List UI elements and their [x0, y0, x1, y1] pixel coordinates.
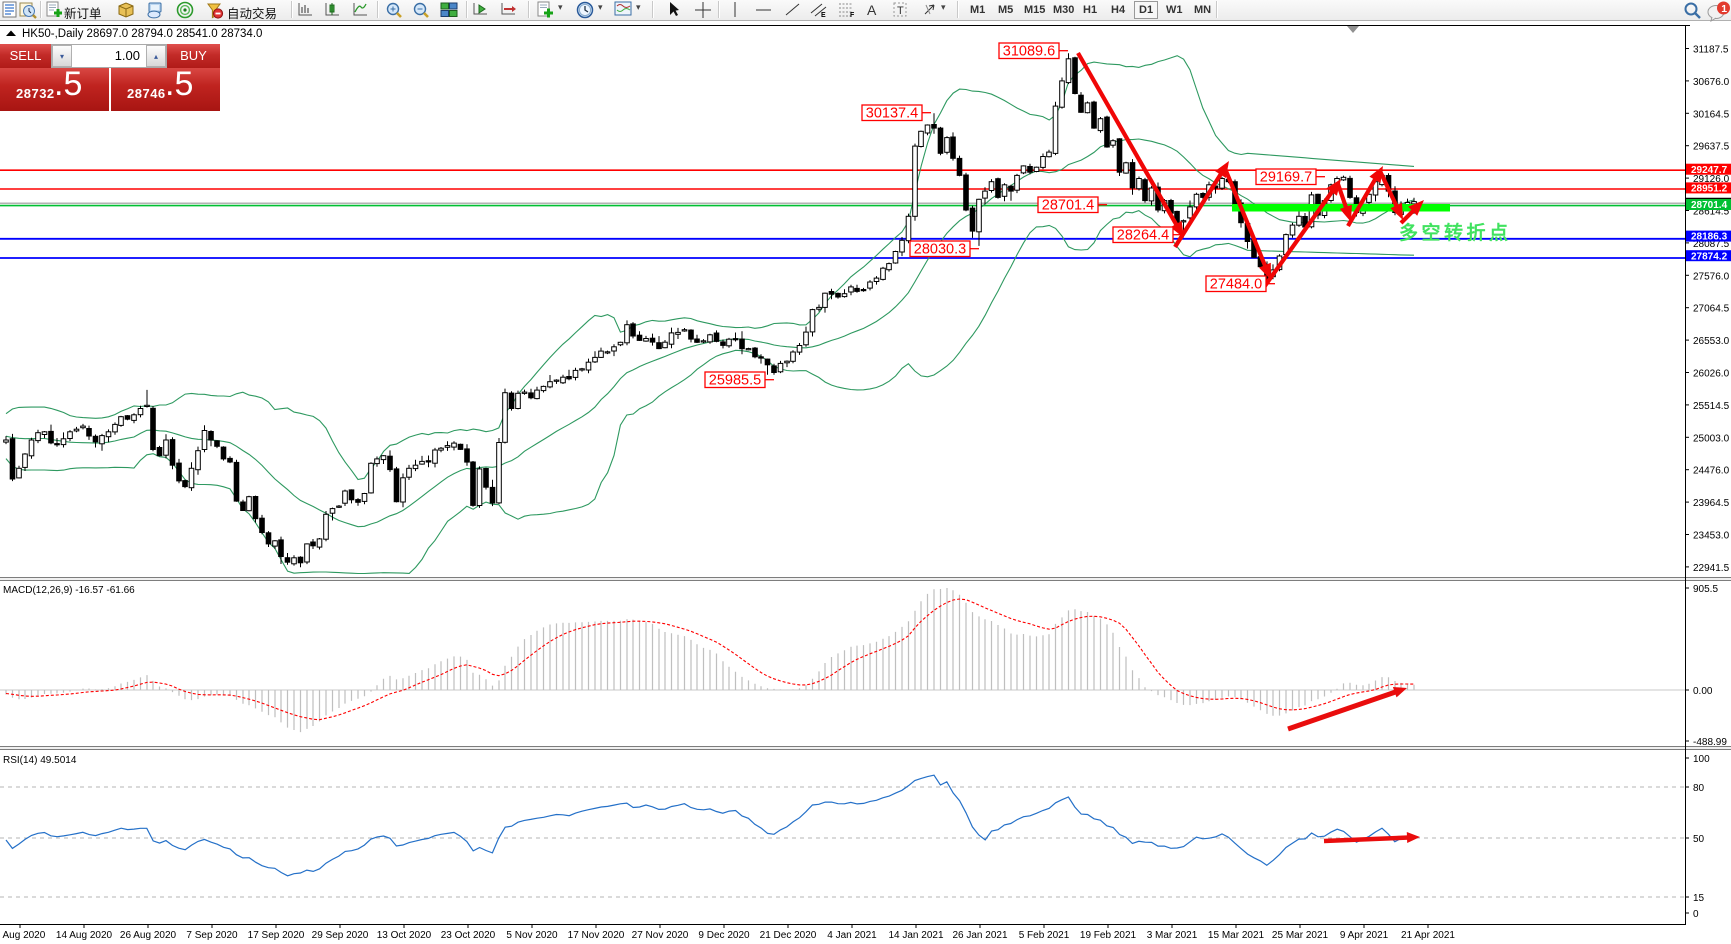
svg-text:F: F [850, 12, 855, 18]
svg-text:28701.4: 28701.4 [1691, 200, 1728, 211]
svg-text:26026.0: 26026.0 [1693, 369, 1730, 380]
svg-text:4 Jan 2021: 4 Jan 2021 [827, 930, 877, 941]
svg-text:26553.0: 26553.0 [1693, 336, 1730, 347]
svg-text:29 Sep 2020: 29 Sep 2020 [312, 930, 369, 941]
svg-text:7 Sep 2020: 7 Sep 2020 [186, 930, 238, 941]
svg-text:17 Sep 2020: 17 Sep 2020 [248, 930, 305, 941]
svg-text:0.00: 0.00 [1693, 686, 1713, 697]
svg-text:28087.5: 28087.5 [1693, 239, 1730, 250]
svg-text:14 Aug 2020: 14 Aug 2020 [56, 930, 113, 941]
svg-text:80: 80 [1693, 783, 1705, 794]
svg-text:100: 100 [1693, 754, 1710, 765]
svg-text:3 Mar 2021: 3 Mar 2021 [1147, 930, 1198, 941]
svg-text:25985.5: 25985.5 [709, 373, 761, 389]
svg-text:E: E [821, 12, 826, 18]
svg-text:多空转折点: 多空转折点 [1399, 221, 1512, 244]
svg-text:27 Nov 2020: 27 Nov 2020 [632, 930, 689, 941]
svg-text:30137.4: 30137.4 [866, 106, 918, 122]
svg-text:25003.0: 25003.0 [1693, 433, 1730, 444]
svg-text:31187.5: 31187.5 [1693, 45, 1729, 56]
svg-text:29637.5: 29637.5 [1693, 142, 1730, 153]
svg-text:MACD(12,26,9) -16.57 -61.66: MACD(12,26,9) -16.57 -61.66 [3, 585, 135, 596]
svg-text:24476.0: 24476.0 [1693, 466, 1730, 477]
svg-text:29247.7: 29247.7 [1691, 165, 1728, 176]
svg-text:30164.5: 30164.5 [1693, 109, 1730, 120]
svg-text:19 Feb 2021: 19 Feb 2021 [1080, 930, 1137, 941]
svg-text:31089.6: 31089.6 [1003, 44, 1055, 60]
svg-text:29126.0: 29126.0 [1693, 174, 1730, 185]
svg-text:14 Jan 2021: 14 Jan 2021 [888, 930, 943, 941]
svg-text:13 Oct 2020: 13 Oct 2020 [377, 930, 432, 941]
svg-text:HK50-,Daily 28697.0 28794.0 2: HK50-,Daily 28697.0 28794.0 28541.0 2873… [22, 28, 262, 40]
svg-text:28186.3: 28186.3 [1691, 232, 1728, 243]
svg-text:26 Aug 2020: 26 Aug 2020 [120, 930, 177, 941]
svg-text:21 Dec 2020: 21 Dec 2020 [760, 930, 817, 941]
svg-text:22941.5: 22941.5 [1693, 563, 1730, 574]
svg-text:15: 15 [1693, 893, 1705, 904]
svg-text:9 Dec 2020: 9 Dec 2020 [698, 930, 750, 941]
svg-text:0: 0 [1693, 909, 1699, 920]
svg-text:-488.99: -488.99 [1693, 737, 1727, 748]
svg-text:28701.4: 28701.4 [1042, 198, 1094, 214]
svg-text:28030.3: 28030.3 [914, 242, 966, 258]
svg-text:27874.2: 27874.2 [1691, 251, 1728, 262]
svg-text:9 Apr 2021: 9 Apr 2021 [1340, 930, 1389, 941]
svg-text:17 Nov 2020: 17 Nov 2020 [568, 930, 625, 941]
svg-text:T: T [897, 5, 904, 17]
svg-text:1: 1 [1721, 3, 1727, 15]
svg-text:23964.5: 23964.5 [1693, 498, 1730, 509]
svg-text:5 Nov 2020: 5 Nov 2020 [506, 930, 558, 941]
svg-text:23453.0: 23453.0 [1693, 531, 1730, 542]
svg-text:28614.5: 28614.5 [1693, 207, 1730, 218]
svg-text:29169.7: 29169.7 [1260, 170, 1312, 186]
svg-text:26 Jan 2021: 26 Jan 2021 [952, 930, 1007, 941]
svg-text:28951.2: 28951.2 [1691, 184, 1728, 195]
svg-text:21 Apr 2021: 21 Apr 2021 [1401, 930, 1455, 941]
svg-text:30676.0: 30676.0 [1693, 77, 1730, 88]
svg-text:15 Mar 2021: 15 Mar 2021 [1208, 930, 1265, 941]
svg-text:905.5: 905.5 [1693, 584, 1718, 595]
svg-text:23 Oct 2020: 23 Oct 2020 [441, 930, 496, 941]
svg-text:28264.4: 28264.4 [1117, 228, 1169, 244]
svg-text:27064.5: 27064.5 [1693, 304, 1730, 315]
svg-text:RSI(14) 49.5014: RSI(14) 49.5014 [3, 755, 77, 766]
svg-text:25 Mar 2021: 25 Mar 2021 [1272, 930, 1329, 941]
svg-text:5 Feb 2021: 5 Feb 2021 [1019, 930, 1070, 941]
svg-text:27576.0: 27576.0 [1693, 271, 1730, 282]
svg-text:50: 50 [1693, 834, 1705, 845]
svg-text:25514.5: 25514.5 [1693, 401, 1730, 412]
svg-text:A: A [867, 2, 877, 18]
svg-text:4 Aug 2020: 4 Aug 2020 [0, 930, 46, 941]
svg-text:27484.0: 27484.0 [1210, 277, 1262, 293]
